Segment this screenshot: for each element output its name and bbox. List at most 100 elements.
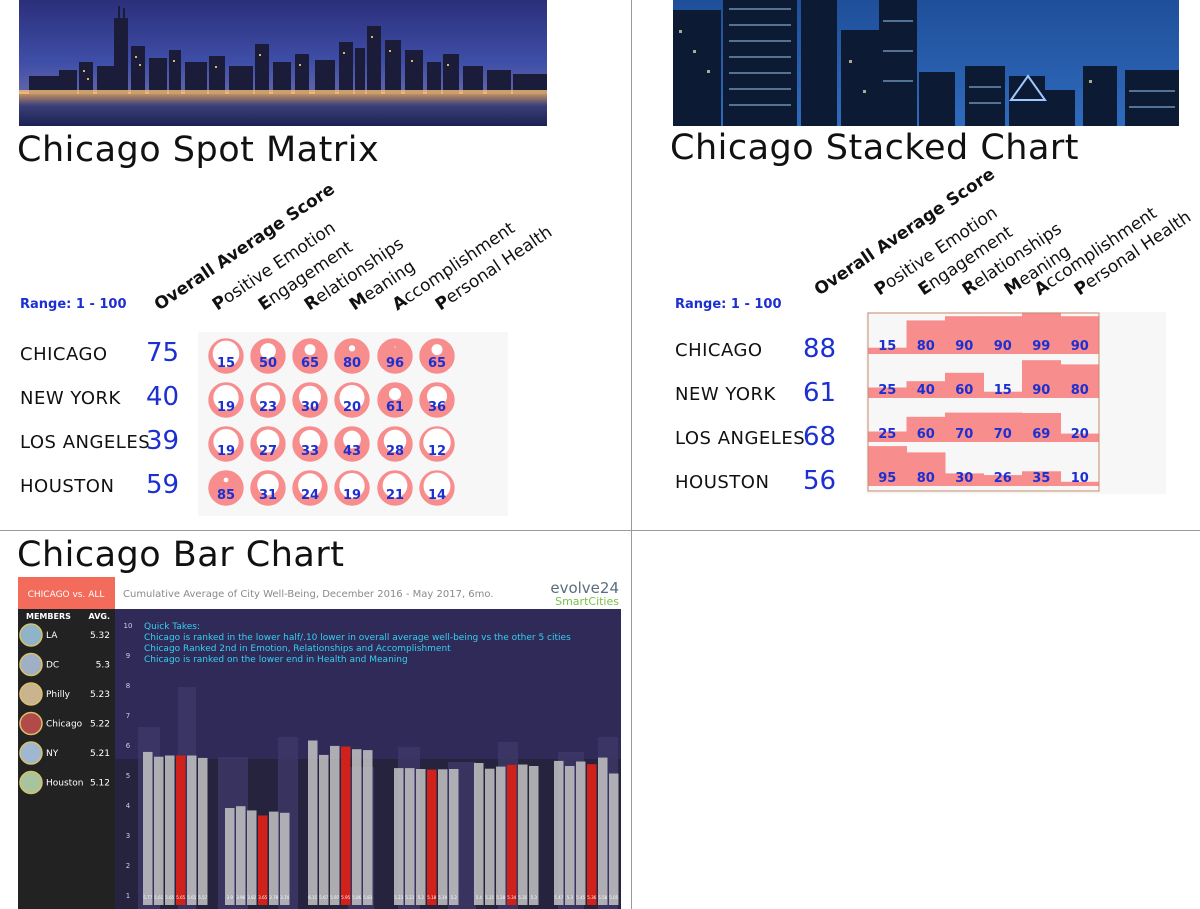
bar-value-label: 5.61: [154, 895, 163, 900]
spot-inner: [298, 473, 322, 498]
stacked-value-label: 15: [878, 339, 896, 354]
bar: [518, 764, 528, 905]
row-city-label: CHICAGO: [20, 344, 108, 365]
spot-outline: [250, 338, 286, 374]
spot-outline: [292, 426, 328, 462]
horizontal-divider: [0, 530, 1200, 531]
member-name: Chicago: [46, 720, 83, 730]
member-name: Houston: [46, 779, 83, 789]
bar-value-label: 6.15: [308, 895, 317, 900]
spot-inner: [394, 346, 396, 348]
spot-value-label: 33: [301, 444, 319, 459]
spot-inner: [304, 344, 316, 356]
row-city-label: NEW YORK: [675, 384, 776, 405]
bar: [427, 769, 437, 905]
quick-take-line: Quick Takes:: [144, 622, 200, 632]
bar: [474, 763, 484, 905]
spot-inner: [213, 384, 239, 411]
stacked-bar: [945, 412, 984, 442]
bar-value-label: 5.47: [554, 895, 563, 900]
spot-value-label: 23: [259, 400, 277, 415]
spot-inner: [223, 477, 229, 483]
spot-value-label: 19: [217, 400, 235, 415]
bar-value-label: 5.65: [176, 895, 185, 900]
row-city-label: CHICAGO: [675, 340, 763, 361]
stacked-value-label: 20: [1071, 427, 1089, 442]
member-avg: 5.21: [90, 749, 110, 759]
spot-outline: [208, 338, 244, 374]
row-overall-score: 56: [803, 466, 837, 496]
bar: [529, 766, 539, 905]
spot-matrix-range-label: Range: 1 - 100: [20, 297, 127, 312]
spot-outline: [334, 426, 370, 462]
y-tick-label: 1: [126, 892, 130, 900]
spot-value-label: 36: [428, 400, 446, 415]
bar: [587, 764, 597, 905]
spot-inner: [299, 385, 321, 408]
y-tick-label: 3: [126, 832, 130, 840]
spot-outline: [334, 382, 370, 418]
row-city-label: HOUSTON: [20, 476, 115, 497]
quick-take-line: Chicago is ranked in the lower half/.10 …: [144, 633, 571, 643]
y-tick-label: 9: [126, 652, 130, 660]
spot-value-label: 43: [343, 444, 361, 459]
spot-value-label: 31: [259, 488, 277, 503]
spot-outline: [419, 470, 455, 506]
bar: [280, 812, 290, 905]
spot-outline: [208, 426, 244, 462]
bar-value-label: 3.74: [280, 895, 289, 900]
sidebar-header-text: CHICAGO vs. ALL: [28, 590, 105, 600]
bar: [352, 749, 362, 905]
row-overall-score: 88: [803, 334, 837, 364]
bar-value-label: 5.2: [451, 895, 458, 900]
stacked-value-label: 15: [994, 383, 1012, 398]
stacked-value-label: 80: [917, 339, 935, 354]
spot-outline: [419, 426, 455, 462]
spot-value-label: 50: [259, 356, 277, 371]
stacked-bar: [1060, 364, 1100, 398]
spot-value-label: 80: [343, 356, 361, 371]
bar: [507, 764, 517, 905]
spot-circle: [378, 339, 412, 373]
spot-value-label: 65: [428, 356, 446, 371]
bar-value-label: 5.83: [363, 895, 372, 900]
spot-inner: [348, 345, 356, 352]
logo-smartcities: SmartCities: [555, 595, 619, 608]
spot-inner: [213, 428, 239, 455]
stacked-chart-svg: 15 80 90 90 99 90 25 40 60 15 90 80 25 60 70 70 69 20 95 80…: [867, 312, 1100, 492]
stacked-bar: [1060, 316, 1100, 354]
stacked-value-label: 40: [917, 383, 935, 398]
bar: [165, 755, 175, 905]
bar: [308, 740, 318, 905]
bar-value-label: 3.78: [269, 895, 278, 900]
spot-value-label: 14: [428, 488, 446, 503]
stacked-bar: [868, 446, 907, 486]
stacked-bar: [983, 316, 1023, 354]
member-avg: 5.22: [90, 720, 110, 730]
bar: [363, 750, 373, 905]
spot-outline: [250, 382, 286, 418]
bar: [187, 755, 197, 905]
spot-outline: [334, 338, 370, 374]
bar: [225, 808, 235, 905]
spot-inner: [212, 340, 240, 368]
bar: [236, 806, 246, 905]
y-tick-label: 4: [126, 802, 131, 810]
chart-header-strip: [115, 577, 621, 609]
spot-value-label: 28: [386, 444, 404, 459]
spot-outline: [208, 382, 244, 418]
stacked-value-label: 35: [1032, 471, 1050, 486]
bar-chart-dashboard: CHICAGO vs. ALL MEMBERS AVG. LA 5.32 DC 5.3 Phi…: [18, 577, 621, 909]
spot-outline: [292, 470, 328, 506]
spot-value-label: 24: [301, 488, 319, 503]
spot-value-label: 61: [386, 400, 404, 415]
row-city-label: HOUSTON: [675, 472, 770, 493]
quick-take-line: Chicago is ranked on the lower end in He…: [144, 655, 408, 665]
row-overall-score: 39: [146, 426, 180, 456]
spot-matrix-title: Chicago Spot Matrix: [17, 130, 380, 170]
spot-outline: [250, 426, 286, 462]
spot-inner: [299, 429, 321, 451]
y-tick-label: 7: [126, 712, 130, 720]
bar: [394, 768, 404, 905]
bar-value-label: 5.23: [405, 895, 414, 900]
